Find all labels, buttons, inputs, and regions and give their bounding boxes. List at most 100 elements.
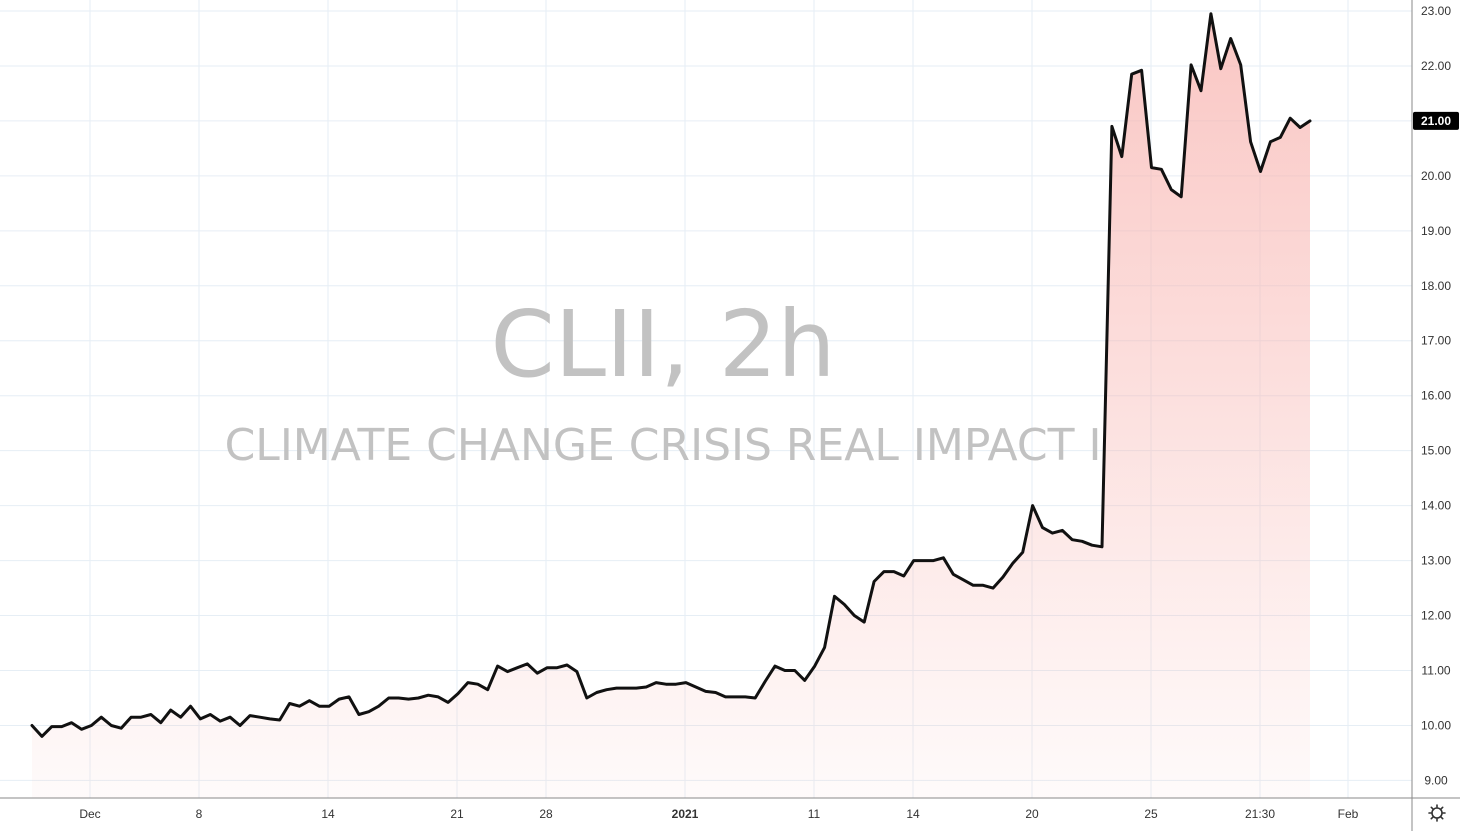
price-point [565,663,569,667]
price-point [793,669,797,673]
y-tick-label: 14.00 [1421,499,1451,513]
price-point [159,721,163,725]
price-point [278,718,282,722]
price-line [30,12,1312,738]
price-point [644,685,648,689]
price-point [545,666,549,670]
price-point [357,713,361,717]
price-point [515,666,519,670]
x-tick-label: Dec [79,807,100,821]
price-point [1150,166,1154,170]
price-point [179,715,183,719]
y-tick-label: 19.00 [1421,224,1451,238]
watermark-name: CLIMATE CHANGE CRISIS REAL IMPACT I [225,420,1102,471]
price-point [634,686,638,690]
price-point [624,686,628,690]
price-point [426,693,430,697]
price-point [684,681,688,685]
price-point [803,678,807,682]
y-tick-label: 11.00 [1421,663,1450,677]
price-point [1001,575,1005,579]
price-point [1239,63,1243,67]
price-point [1189,63,1193,67]
price-point [347,695,351,699]
price-point [724,695,728,699]
y-tick-label: 13.00 [1421,554,1451,568]
last-price-value: 21.00 [1421,114,1451,128]
price-point [615,686,619,690]
y-tick-label: 20.00 [1421,169,1451,183]
x-tick-label: 21:30 [1245,807,1275,821]
price-point [941,556,945,560]
price-point [149,713,153,717]
price-point [99,715,103,719]
price-point [783,669,787,673]
price-point [70,721,74,725]
price-point [852,614,856,618]
price-point [446,700,450,704]
price-point [951,572,955,576]
x-tick-label: 14 [906,807,920,821]
price-point [1209,12,1213,16]
price-point [575,670,579,674]
price-point [971,583,975,587]
time-axis[interactable]: Dec 8 14 21 28 2021 11 14 20 25 21:30 Feb [79,807,1358,821]
price-point [1229,37,1233,41]
price-point [228,715,232,719]
x-tick-label: 20 [1025,807,1039,821]
price-point [1031,504,1035,508]
y-tick-label: 23.00 [1421,4,1451,18]
price-point [1110,124,1114,128]
price-point [1080,539,1084,543]
price-point [535,671,539,675]
price-point [1159,167,1163,171]
price-point [595,691,599,695]
price-point [1041,526,1045,530]
price-point [1219,67,1223,71]
price-point [1130,72,1134,76]
price-point [218,719,222,723]
price-point [1011,561,1015,565]
price-point [1100,545,1104,549]
price-point [704,689,708,693]
price-point [674,682,678,686]
price-point [377,704,381,708]
price-point [109,724,113,728]
price-point [407,697,411,701]
price-point [1169,188,1173,192]
price-point [288,702,292,706]
gear-icon[interactable] [1428,804,1446,822]
price-point [327,704,331,708]
price-point [238,724,242,728]
x-tick-label: 11 [808,807,821,821]
price-point [198,717,202,721]
price-point [337,697,341,701]
x-tick-label: 14 [321,807,335,821]
price-point [89,724,93,728]
price-point [882,570,886,574]
price-point [1060,528,1064,532]
price-point [922,559,926,563]
watermark-symbol: CLII, 2h [490,291,835,398]
price-point [1298,126,1302,130]
price-point [80,727,84,731]
price-point [813,664,817,668]
price-point [129,715,133,719]
price-point [139,715,143,719]
y-tick-label: 18.00 [1421,279,1451,293]
price-point [714,691,718,695]
price-point [387,696,391,700]
price-point [892,570,896,574]
price-point [694,685,698,689]
price-point [1070,538,1074,542]
y-tick-label: 15.00 [1421,444,1451,458]
price-point [1021,550,1025,554]
price-point [525,662,529,666]
price-point [605,688,609,692]
price-point [961,578,965,582]
price-point [842,603,846,607]
price-point [1050,531,1054,535]
price-point [763,680,767,684]
